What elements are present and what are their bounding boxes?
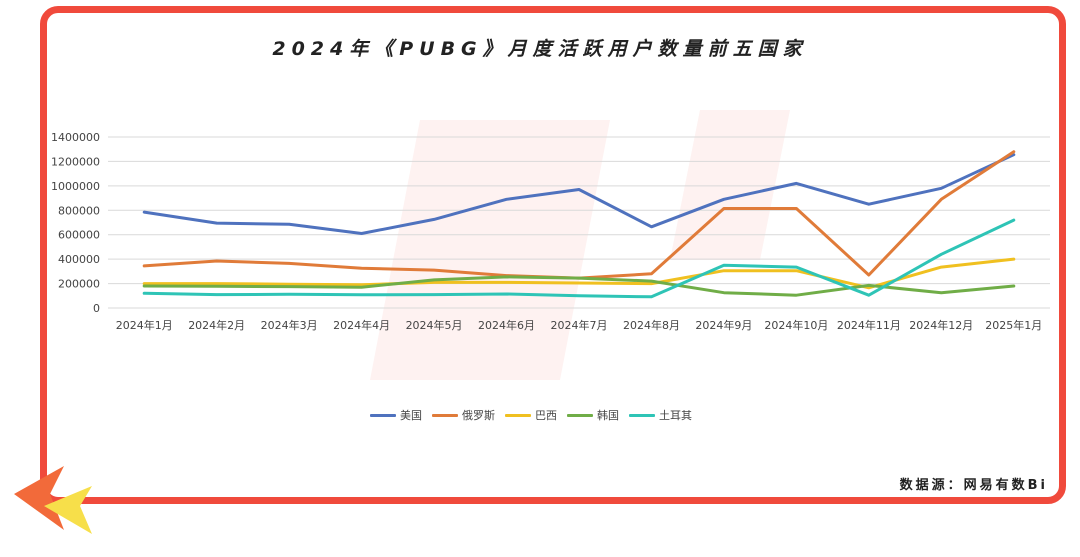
legend-item-3: 韩国 (567, 407, 619, 423)
x-tick-label-12: 2025年1月 (985, 318, 1042, 332)
legend-label-0: 美国 (400, 409, 422, 422)
chart-title: 2024年《PUBG》月度活跃用户数量前五国家 (272, 38, 808, 60)
legend-item-0: 美国 (370, 407, 422, 423)
source-note: 数据源：网易有数Bi (899, 478, 1048, 493)
legend-label-1: 俄罗斯 (462, 409, 495, 422)
watermark-logo (370, 110, 790, 380)
legend-label-4: 土耳其 (659, 409, 692, 422)
legend-swatch-1 (432, 413, 458, 417)
series-line-0 (142, 153, 1016, 235)
x-tick-label-3: 2024年4月 (333, 318, 390, 332)
x-tick-label-7: 2024年8月 (623, 318, 680, 332)
y-tick-label-1: 200000 (58, 278, 100, 291)
x-tick-label-6: 2024年7月 (551, 318, 608, 332)
x-tick-label-0: 2024年1月 (116, 318, 173, 332)
legend-swatch-4 (629, 413, 655, 417)
y-tick-label-6: 1200000 (51, 155, 100, 168)
legend-item-2: 巴西 (505, 407, 557, 423)
y-tick-label-4: 800000 (58, 204, 100, 217)
card-frame (40, 6, 1066, 504)
x-tick-label-2: 2024年3月 (261, 318, 318, 332)
y-tick-label-3: 600000 (58, 229, 100, 242)
legend-swatch-3 (567, 413, 593, 417)
legend-label-3: 韩国 (597, 409, 619, 422)
y-tick-label-7: 1400000 (51, 131, 100, 144)
legend-swatch-0 (370, 413, 396, 417)
x-tick-label-1: 2024年2月 (188, 318, 245, 332)
x-tick-label-5: 2024年6月 (478, 318, 535, 332)
y-tick-label-2: 400000 (58, 253, 100, 266)
x-tick-label-11: 2024年12月 (909, 318, 973, 332)
series-line-2 (142, 257, 1016, 290)
series-line-4 (142, 218, 1016, 299)
legend-item-1: 俄罗斯 (432, 407, 495, 423)
arrow-decor-red (14, 466, 64, 530)
x-tick-label-9: 2024年10月 (764, 318, 828, 332)
legend-label-2: 巴西 (535, 409, 557, 422)
legend-swatch-2 (505, 413, 531, 417)
chart-legend: 美国 俄罗斯 巴西 韩国 土耳其 (370, 406, 692, 424)
y-tick-label-5: 1000000 (51, 180, 100, 193)
series-line-3 (142, 275, 1016, 297)
legend-item-4: 土耳其 (629, 407, 692, 423)
y-tick-label-0: 0 (93, 302, 100, 315)
x-tick-label-10: 2024年11月 (837, 318, 901, 332)
x-tick-label-8: 2024年9月 (695, 318, 752, 332)
arrow-decor-yellow (44, 486, 92, 534)
x-tick-label-4: 2024年5月 (406, 318, 463, 332)
